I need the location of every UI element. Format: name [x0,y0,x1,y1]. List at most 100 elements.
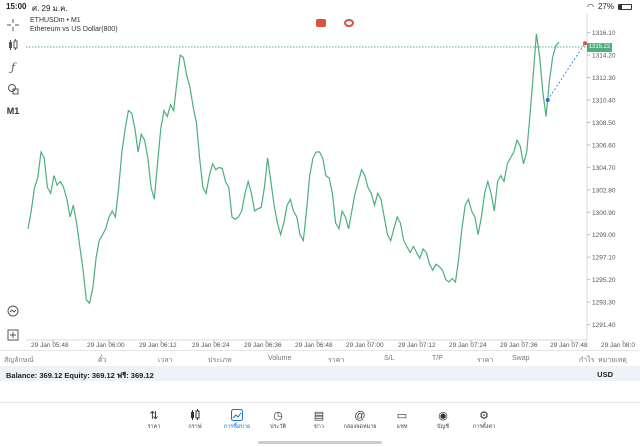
col-tp[interactable]: T/P [432,355,443,362]
x-tick-label: 29 Jan 07:36 [500,342,538,349]
status-right: ◠ 27% [587,2,632,11]
col-symbol[interactable]: สัญลักษณ์ [4,357,34,364]
col-type[interactable]: ประเภท [208,357,232,364]
y-tick-label: 1293.30 [592,300,616,307]
balance-row: Balance: 369.12 Equity: 369.12 ฟรี: 369.… [0,366,640,381]
nav-news-label: ข่าว [314,424,324,430]
col-price-current[interactable]: ราคา [477,357,494,364]
battery-icon [618,3,632,10]
x-tick-label: 29 Jan 05:48 [31,342,69,349]
news-icon: ▤ [313,410,325,422]
depth-icon[interactable] [344,19,354,27]
y-tick-label: 1316.10 [592,30,616,37]
settings-icon: ⚙ [479,410,489,422]
bottom-nav: ⇅ ราคา กราฟ การซื้อขาย ◷ ประวัติ ▤ ข่าว … [0,402,640,447]
nav-mailbox-label: กล่องจดหมาย [343,424,377,430]
function-icon[interactable]: ƒ [10,60,16,74]
col-note[interactable]: หมายเหตุ [598,357,627,364]
wifi-icon: ◠ [587,2,594,11]
chart-header: ETHUSDm • M1 Ethereum vs US Dollar(800) [30,16,118,34]
status-date: ศ. 29 ม.ค. [32,4,68,13]
nav-mailbox[interactable]: @ กล่องจดหมาย [340,409,380,431]
trend-line[interactable] [547,43,586,101]
x-tick-label: 29 Jan 07:00 [346,342,384,349]
x-tick-label: 29 Jan 06:00 [87,342,125,349]
x-tick-label: 29 Jan 06:24 [192,342,230,349]
y-tick-label: 1314.20 [592,53,616,60]
positions-header: สัญลักษณ์ ตั๋ว เวลา ประเภท Volume ราคา S… [0,350,640,365]
x-tick-label: 29 Jan 07:48 [550,342,588,349]
chart-plot-area [26,14,587,340]
nav-quotes-label: ราคา [147,424,161,430]
series-line [27,33,560,305]
y-tick-label: 1308.50 [592,120,616,127]
y-tick-label: 1306.60 [592,142,616,149]
chart-icon [175,409,215,423]
history-icon: ◷ [273,410,283,422]
y-tick-label: 1295.20 [592,277,616,284]
y-tick-label: 1291.40 [592,322,616,329]
trend-point[interactable] [545,98,550,102]
mailbox-icon: @ [354,410,366,422]
x-tick-label: 29 Jan 07:12 [398,342,436,349]
nav-chat-label: แชท [396,424,408,430]
nav-quotes[interactable]: ⇅ ราคา [134,409,174,431]
y-tick-label: 1300.90 [592,210,616,217]
battery-percent: 27% [597,2,614,11]
x-tick-label: 29 Jan 06:12 [139,342,177,349]
x-tick-label: 29 Jan 06:48 [295,342,333,349]
x-tick-label: 29 Jan 07:24 [449,342,487,349]
col-ticket[interactable]: ตั๋ว [98,357,107,364]
trade-icon [217,409,257,423]
add-indicator-icon[interactable] [4,326,22,344]
timeframe-button[interactable]: M1 [6,106,20,116]
col-profit[interactable]: กำไร [579,357,595,364]
symbol-description: Ethereum vs US Dollar(800) [30,26,118,33]
nav-chart-label: กราฟ [188,424,202,430]
nav-settings[interactable]: ⚙ การตั้งค่า [464,409,504,431]
current-price-tag: 1315.22 [587,43,612,52]
col-volume[interactable]: Volume [268,355,292,362]
y-tick-label: 1310.40 [592,98,616,105]
symbol-line: ETHUSDm • M1 [30,17,81,24]
nav-chat[interactable]: ▭ แชท [382,409,422,431]
nav-trade[interactable]: การซื้อขาย [217,409,257,431]
chat-icon: ▭ [396,410,408,422]
nav-account-label: บัญชี [437,424,449,430]
col-swap[interactable]: Swap [512,355,530,362]
y-tick-label: 1302.80 [592,187,616,194]
status-time: 15:00 [6,2,27,11]
chart-header-icons [316,19,354,27]
shapes-icon[interactable] [4,80,22,98]
home-indicator [258,441,382,444]
zoom-icon[interactable] [4,302,22,320]
x-tick-label: 29 Jan 06:36 [244,342,282,349]
candle-icon[interactable] [4,36,22,54]
trend-point[interactable] [583,41,587,46]
account-icon: ◉ [438,410,448,422]
y-tick-label: 1297.10 [592,255,616,262]
balance-currency: USD [597,370,613,379]
chart-svg: 1316.10 1314.20 1312.30 1310.40 1308.50 1306.… [26,14,635,349]
price-chart[interactable]: 1316.10 1314.20 1312.30 1310.40 1308.50 1306.… [26,14,640,350]
nav-chart[interactable]: กราฟ [175,409,215,431]
col-sl[interactable]: S/L [384,355,395,362]
y-tick-label: 1299.00 [592,232,616,239]
nav-settings-label: การตั้งค่า [472,424,496,430]
crosshair-icon[interactable] [4,16,22,34]
quotes-icon: ⇅ [149,410,159,422]
col-price[interactable]: ราคา [328,357,345,364]
balance-text: Balance: 369.12 Equity: 369.12 ฟรี: 369.… [6,371,154,380]
y-tick-label: 1304.70 [592,165,616,172]
col-time[interactable]: เวลา [158,357,173,364]
one-click-trading-icon[interactable] [316,19,326,27]
nav-account[interactable]: ◉ บัญชี [423,409,463,431]
nav-trade-label: การซื้อขาย [223,424,251,430]
status-bar: 15:00 ศ. 29 ม.ค. ◠ 27% [0,0,640,14]
y-tick-label: 1312.30 [592,75,616,82]
nav-history[interactable]: ◷ ประวัติ [258,409,298,431]
x-tick-label: 29 Jan 08:0 [601,342,635,349]
chart-toolbar: ƒ M1 [0,14,26,346]
nav-news[interactable]: ▤ ข่าว [299,409,339,431]
nav-history-label: ประวัติ [269,424,287,430]
